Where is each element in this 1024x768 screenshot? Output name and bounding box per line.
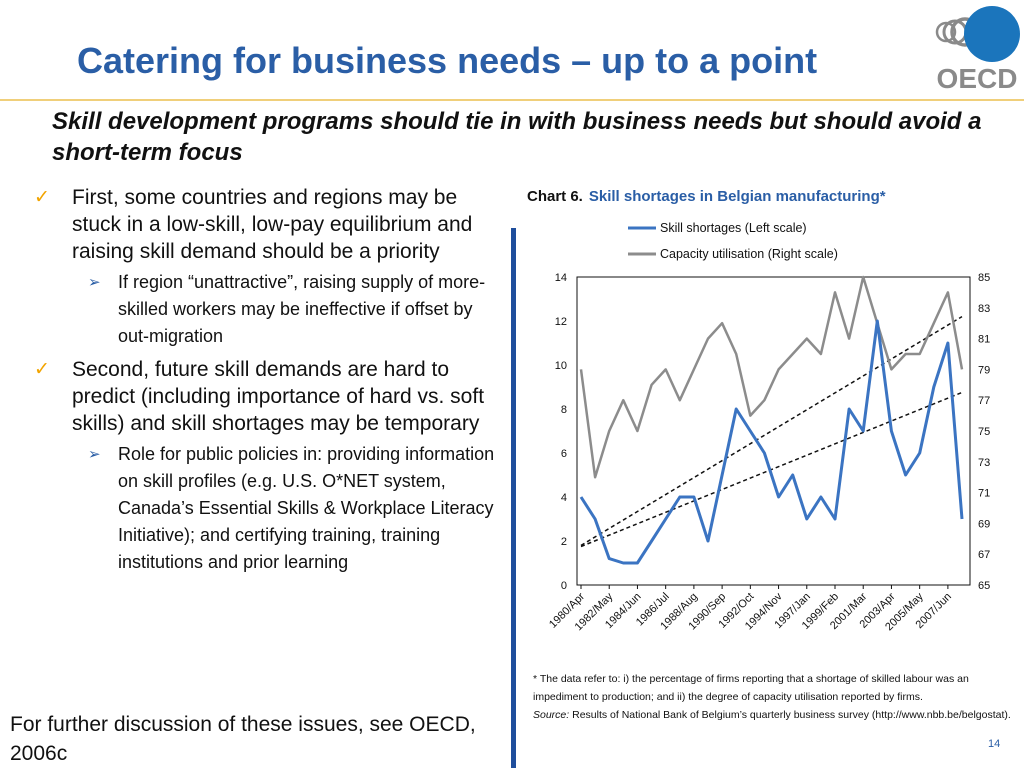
source-text: Results of National Bank of Belgium’s qu… (572, 709, 1011, 721)
right-y-axis: 65 67 69 71 73 75 77 79 81 83 85 (978, 272, 990, 592)
bullet-item: ✓ First, some countries and regions may … (30, 184, 500, 265)
trend-line-right (580, 391, 963, 548)
chart-notes: * The data refer to: i) the percentage o… (533, 670, 1011, 724)
y-left-tick-label: 8 (561, 404, 567, 416)
page-number: 14 (988, 738, 1001, 750)
y-right-tick-label: 71 (978, 488, 990, 500)
skill-shortages-chart: Skill shortages (Left scale) Capacity ut… (547, 221, 990, 633)
vertical-divider (511, 228, 516, 768)
sub-bullet-text: If region “unattractive”, raising supply… (118, 272, 486, 346)
y-right-tick-label: 73 (978, 457, 990, 469)
sub-bullet-text: Role for public policies in: providing i… (118, 444, 495, 572)
header-rule (0, 99, 1024, 101)
y-right-tick-label: 83 (978, 303, 990, 315)
source-label: Source: (533, 709, 570, 721)
trend-lines (580, 315, 963, 548)
y-left-tick-label: 0 (561, 580, 567, 592)
y-left-tick-label: 14 (555, 272, 567, 284)
chart-source: Source: Results of National Bank of Belg… (533, 706, 1011, 724)
y-left-tick-label: 6 (561, 448, 567, 460)
y-left-tick-label: 2 (561, 536, 567, 548)
arrow-bullet-icon: ➢ (88, 446, 101, 463)
sub-bullet-item: ➢ If region “unattractive”, raising supp… (30, 269, 500, 350)
y-right-tick-label: 69 (978, 518, 990, 530)
series-lines (579, 275, 964, 565)
y-left-tick-label: 12 (555, 316, 567, 328)
y-right-tick-label: 85 (978, 272, 990, 284)
y-right-tick-label: 65 (978, 580, 990, 592)
plot-area (576, 276, 971, 586)
slide-subtitle: Skill development programs should tie in… (52, 108, 982, 166)
left-y-axis: 0 2 4 6 8 10 12 14 (555, 272, 567, 592)
logo-text: OECD (937, 63, 1018, 94)
y-left-tick-label: 4 (561, 492, 567, 504)
series-line-capacity-utilisation (579, 275, 964, 479)
arrow-bullet-icon: ➢ (88, 274, 101, 291)
chart-footnote: * The data refer to: i) the percentage o… (533, 673, 969, 703)
further-discussion-note: For further discussion of these issues, … (10, 713, 476, 765)
bullet-list: ✓ First, some countries and regions may … (30, 184, 500, 582)
bullet-text: First, some countries and regions may be… (72, 186, 473, 263)
chart-number: Chart 6. (527, 188, 583, 205)
chart-legend: Skill shortages (Left scale) Capacity ut… (628, 221, 838, 261)
y-right-tick-label: 77 (978, 395, 990, 407)
y-right-tick-label: 75 (978, 426, 990, 438)
checkmark-icon: ✓ (34, 359, 50, 380)
chart-title: Chart 6. Skill shortages in Belgian manuf… (527, 188, 886, 205)
y-left-tick-label: 10 (555, 360, 567, 372)
legend-label-capacity-utilisation: Capacity utilisation (Right scale) (660, 247, 838, 261)
checkmark-icon: ✓ (34, 187, 50, 208)
y-right-tick-label: 79 (978, 364, 990, 376)
x-axis: 1980/Apr1982/May1984/Jun1986/Jul1988/Aug… (547, 585, 954, 633)
logo-globe (964, 6, 1020, 62)
y-right-tick-label: 67 (978, 549, 990, 561)
slide-title: Catering for business needs – up to a po… (77, 40, 818, 81)
logo-ring-1 (935, 21, 957, 43)
sub-bullet-item: ➢ Role for public policies in: providing… (30, 441, 500, 576)
legend-label-skill-shortages: Skill shortages (Left scale) (660, 221, 807, 235)
oecd-logo: OECD (935, 6, 1020, 94)
y-right-tick-label: 81 (978, 334, 990, 346)
series-line-skill-shortages (579, 319, 964, 565)
bullet-text: Second, future skill demands are hard to… (72, 358, 485, 435)
bullet-item: ✓ Second, future skill demands are hard … (30, 356, 500, 437)
chart-title-text: Skill shortages in Belgian manufacturing… (588, 188, 886, 205)
